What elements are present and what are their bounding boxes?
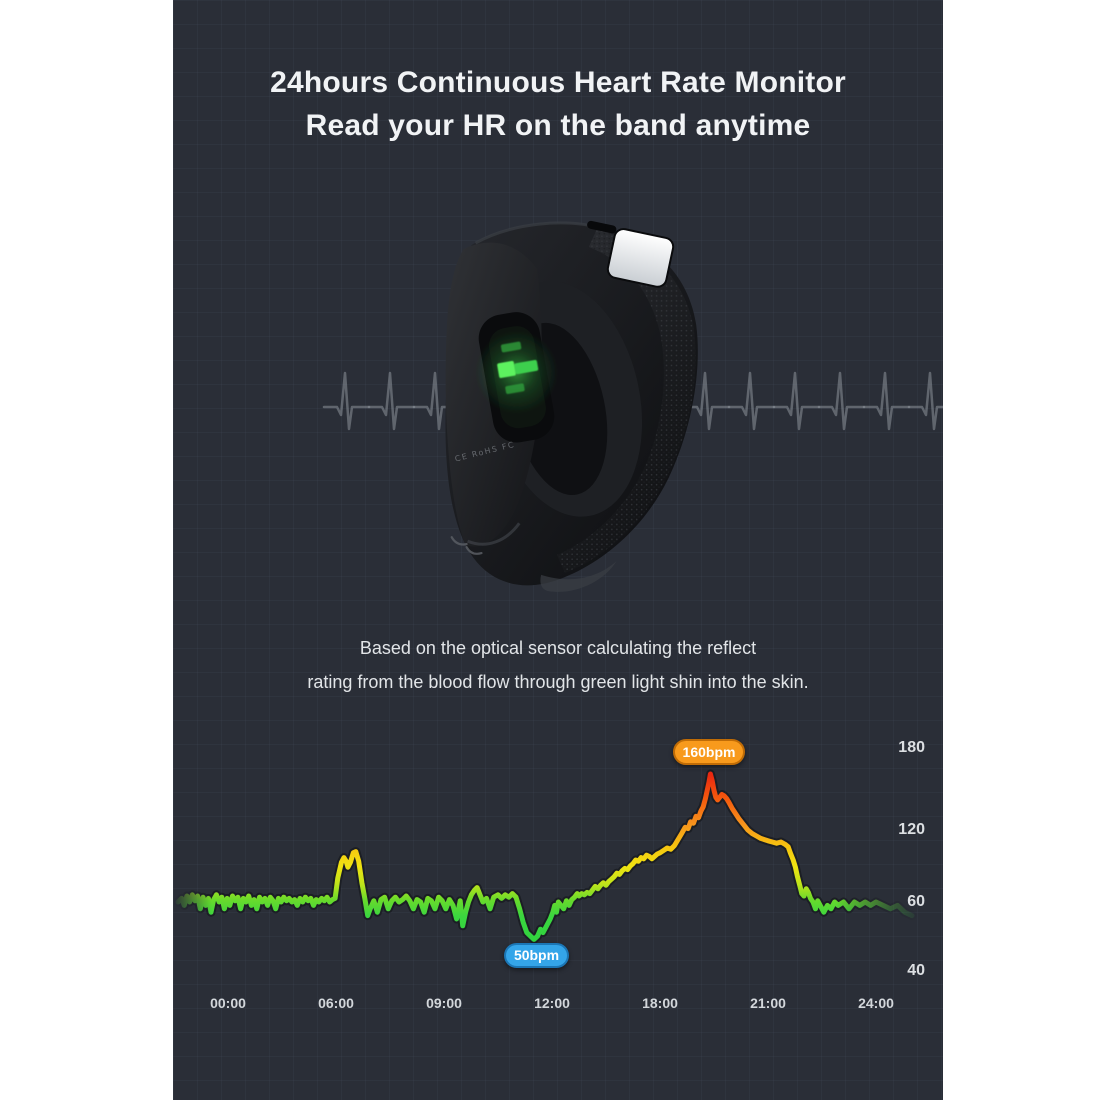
band-silhouette [445,223,698,586]
ecg-beats-group [322,371,943,431]
green-led-cluster [474,330,559,414]
module-bottom-highlight [467,522,521,546]
band-strap [557,229,696,573]
y-tick-40: 40 [907,962,925,979]
metal-buckle [606,228,675,288]
description-line-2: rating from the blood flow through green… [307,672,809,692]
band-certification-text: CE RoHS FC [454,440,516,464]
headline-line-2: Read your HR on the band anytime [305,109,811,142]
max-heart-rate-label: 160bpm [682,744,736,760]
fitness-band-image: CE RoHS FC [445,220,698,592]
tracker-module [445,242,542,547]
heart-rate-chart [173,769,917,944]
x-tick-0600: 06:00 [318,995,354,1011]
min-heart-rate-badge: 50bpm [504,943,569,968]
headline: 24hours Continuous Heart Rate Monitor Re… [173,61,943,147]
x-tick-0900: 09:00 [426,995,462,1011]
min-heart-rate-label: 50bpm [513,947,560,963]
buckle-lip [540,561,617,592]
band-top-highlight [474,221,606,245]
description: Based on the optical sensor calculating … [173,631,943,699]
product-banner-panel: 24hours Continuous Heart Rate Monitor Re… [173,0,943,1100]
max-heart-rate-badge: 160bpm [673,739,745,765]
x-tick-2100: 21:00 [750,995,786,1011]
description-line-1: Based on the optical sensor calculating … [359,638,757,658]
heart-rate-line-group [173,769,917,944]
y-tick-60: 60 [907,893,925,910]
band-interior [489,281,643,517]
headline-line-1: 24hours Continuous Heart Rate Monitor [270,66,846,99]
strap-slot [587,220,617,234]
x-tick-2400: 24:00 [858,995,894,1011]
band-strap-texture [557,229,696,573]
x-tick-1200: 12:00 [534,995,570,1011]
x-tick-1800: 18:00 [642,995,678,1011]
y-tick-180: 180 [898,739,925,756]
ecg-heartbeat-line [322,371,943,431]
y-tick-120: 120 [898,821,925,838]
x-tick-0000: 00:00 [210,995,246,1011]
band-interior-core [510,322,608,496]
clasp-teeth [450,536,483,555]
optical-sensor [474,312,559,443]
heart-rate-line-shadow [173,769,917,944]
heart-rate-line [175,771,915,942]
